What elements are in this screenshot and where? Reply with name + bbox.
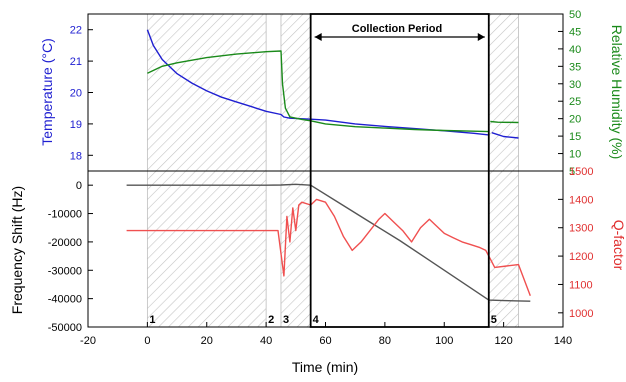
top-right-y-tick-label: 35 [569, 61, 581, 73]
bottom-left-y-tick-label: -30000 [48, 265, 82, 277]
top-right-y-tick-label: 15 [569, 131, 581, 143]
bottom-right-y-tick-label: 1200 [569, 251, 593, 263]
collection-period-arrowhead-right [477, 33, 485, 41]
top-series-2-segment-2 [490, 120, 519, 124]
top-right-y-tick-label: 50 [569, 9, 581, 21]
top-left-axis-title: Temperature (°C) [39, 38, 55, 146]
axes: -20 0 20 40 60 80 100 120 1401819202122510152025… [48, 9, 594, 347]
top-right-y-tick-label: 40 [569, 44, 581, 56]
bottom-right-axis-title: Q-factor [611, 220, 626, 271]
top-series-2-segment-1 [147, 50, 489, 133]
top-right-y-tick-label: 20 [569, 114, 581, 126]
bottom-left-y-tick-label: -50000 [48, 322, 82, 334]
bottom-left-y-tick-label: -40000 [48, 294, 82, 306]
stage-marker-4: 4 [313, 314, 320, 326]
bottom-left-y-tick-label: -10000 [48, 209, 82, 221]
bottom-left-axis-title: Frequency Shift (Hz) [9, 186, 25, 314]
x-tick-label: -20 [80, 335, 96, 347]
x-tick-label: 40 [260, 335, 272, 347]
x-tick-label: 0 [144, 335, 150, 347]
stage-marker-5: 5 [491, 314, 497, 326]
bottom-right-y-tick-label: 1000 [569, 308, 593, 320]
collection-period-arrowhead-left [314, 33, 322, 41]
top-right-axis-title: Relative Humidity (%) [609, 25, 625, 160]
top-right-y-tick-label: 45 [569, 26, 581, 38]
x-tick-label: 140 [554, 335, 572, 347]
top-left-y-tick-label: 18 [70, 150, 82, 162]
bottom-panel-series [126, 183, 531, 302]
top-right-y-tick-label: 25 [569, 96, 581, 108]
bottom-left-y-tick-label: -20000 [48, 237, 82, 249]
collection-period-box [309, 13, 490, 328]
stage-marker-2: 2 [268, 314, 274, 326]
top-panel-series [146, 29, 519, 139]
x-tick-label: 20 [201, 335, 213, 347]
x-tick-label: 60 [319, 335, 331, 347]
bottom-series-1-segment-1 [126, 183, 531, 302]
x-tick-label: 100 [435, 335, 453, 347]
top-left-y-tick-label: 21 [70, 56, 82, 68]
bottom-right-y-tick-label: 1400 [569, 194, 593, 206]
collection-period-label: Collection Period [352, 23, 442, 35]
bottom-right-y-tick-label: 1500 [569, 166, 593, 178]
x-axis-title: Time (min) [292, 359, 358, 375]
x-tick-label: 120 [494, 335, 512, 347]
stage-marker-3: 3 [283, 314, 289, 326]
top-left-y-tick-label: 20 [70, 88, 82, 100]
bottom-right-y-tick-label: 1100 [569, 279, 593, 291]
top-right-y-tick-label: 30 [569, 79, 581, 91]
top-left-y-tick-label: 19 [70, 119, 82, 131]
bottom-left-y-tick-label: 0 [76, 180, 82, 192]
top-left-y-tick-label: 22 [70, 25, 82, 37]
stage-marker-1: 1 [149, 314, 155, 326]
top-right-y-tick-label: 10 [569, 149, 581, 161]
x-tick-label: 80 [379, 335, 391, 347]
bottom-series-2-segment-1 [126, 198, 531, 297]
bottom-right-y-tick-label: 1300 [569, 223, 593, 235]
top-right-y-tick-label: 5 [569, 166, 575, 178]
top-series-1-segment-1 [146, 29, 489, 136]
top-series-1-segment-2 [491, 132, 519, 139]
